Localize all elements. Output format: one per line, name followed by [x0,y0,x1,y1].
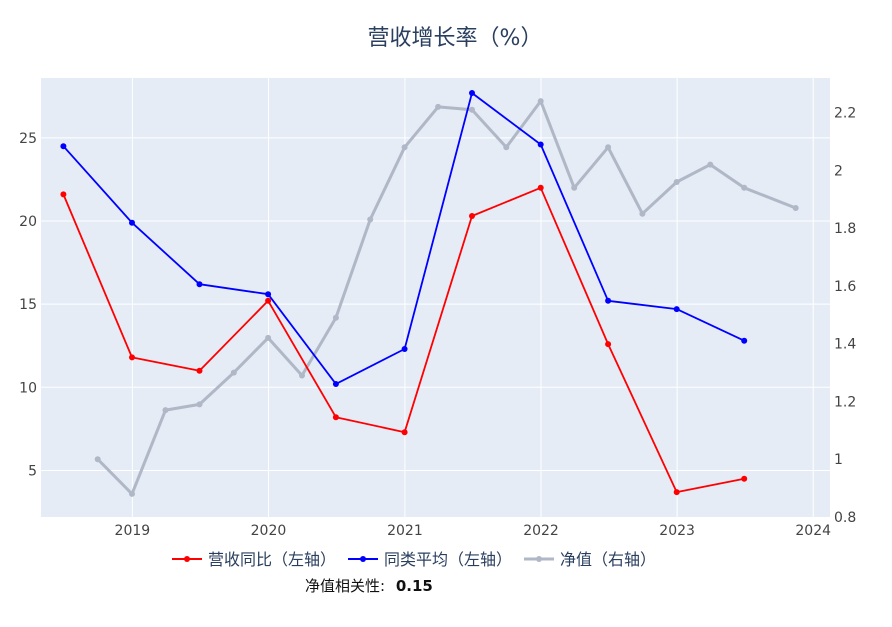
y-right-tick-label: 2 [834,163,843,179]
legend-swatch-marker [360,556,367,562]
data-point [741,337,748,344]
legend-swatch-marker [536,556,543,562]
axes: 2019 2020 2021 2022 2023 2024 5 10 15 20 25 0.8 1 1.2… [19,106,856,539]
data-point [265,291,272,298]
legend-swatch-marker [184,556,190,562]
data-point [741,475,748,482]
data-point [367,216,374,223]
data-point [332,314,339,321]
data-point [196,367,203,374]
data-point [605,341,612,348]
data-point [537,141,544,148]
data-point [196,401,203,408]
data-point [162,407,169,414]
y-left-tick-label: 15 [19,297,37,313]
data-point [230,369,237,376]
data-point [265,334,272,341]
data-point [469,213,475,219]
data-point [537,98,544,105]
y-right-tick-label: 1.2 [834,394,856,410]
series-0 [60,184,748,496]
series-layer [60,90,799,497]
data-point [605,297,612,304]
grid [41,78,830,517]
data-point [673,306,680,313]
series-2 [94,98,799,497]
data-point [707,161,714,168]
y-left-tick-label: 20 [19,214,37,230]
x-tick-label: 2021 [387,523,423,539]
y-right-tick-label: 1.6 [834,279,856,295]
y-right-tick-label: 1.8 [834,221,856,237]
y-left-tick-label: 5 [28,463,37,479]
data-point [401,346,408,352]
data-point [469,106,475,113]
x-tick-label: 2023 [659,523,695,539]
data-point [401,144,408,151]
correlation-value: 0.15 [396,577,433,595]
series-1 [60,90,748,387]
legend: 营收同比（左轴） 同类平均（左轴） 净值（右轴） [172,550,656,569]
x-tick-label: 2020 [251,523,287,539]
x-tick-label: 2024 [795,523,831,539]
data-point [332,414,339,421]
legend-item-1[interactable]: 同类平均（左轴） [348,550,512,569]
data-point [741,184,748,191]
data-point [196,281,203,288]
y-right-tick-label: 0.8 [834,510,856,526]
data-point [332,381,339,387]
data-point [673,489,680,496]
legend-label: 净值（右轴） [560,550,656,569]
x-tick-label: 2019 [115,523,151,539]
data-point [792,205,799,211]
data-point [435,103,442,110]
y-left-tick-label: 10 [19,380,37,396]
data-point [60,143,67,150]
y-right-tick-label: 1 [834,452,843,468]
legend-item-0[interactable]: 营收同比（左轴） [172,550,336,569]
data-point [299,372,305,379]
y-left-tick-label: 25 [19,131,37,147]
data-point [673,179,680,185]
data-point [571,184,578,191]
correlation-annotation: 净值相关性: 0.15 [305,577,433,595]
data-point [503,144,510,151]
correlation-label: 净值相关性: [305,577,385,595]
y-right-tick-label: 1.4 [834,337,856,353]
data-point [537,184,544,191]
data-point [60,191,67,198]
legend-item-2[interactable]: 净值（右轴） [524,550,656,569]
x-tick-label: 2022 [523,523,559,539]
data-point [129,219,135,226]
legend-label: 同类平均（左轴） [384,550,512,569]
data-point [265,297,272,304]
data-point [605,144,612,151]
data-point [129,490,135,497]
data-point [129,354,135,361]
data-point [94,456,101,463]
data-point [639,210,646,217]
chart-title: 营收增长率（%） [368,26,543,51]
data-point [401,429,408,436]
plot-background [41,78,830,517]
legend-label: 营收同比（左轴） [208,550,336,569]
data-point [469,90,475,96]
y-right-tick-label: 2.2 [834,106,856,122]
